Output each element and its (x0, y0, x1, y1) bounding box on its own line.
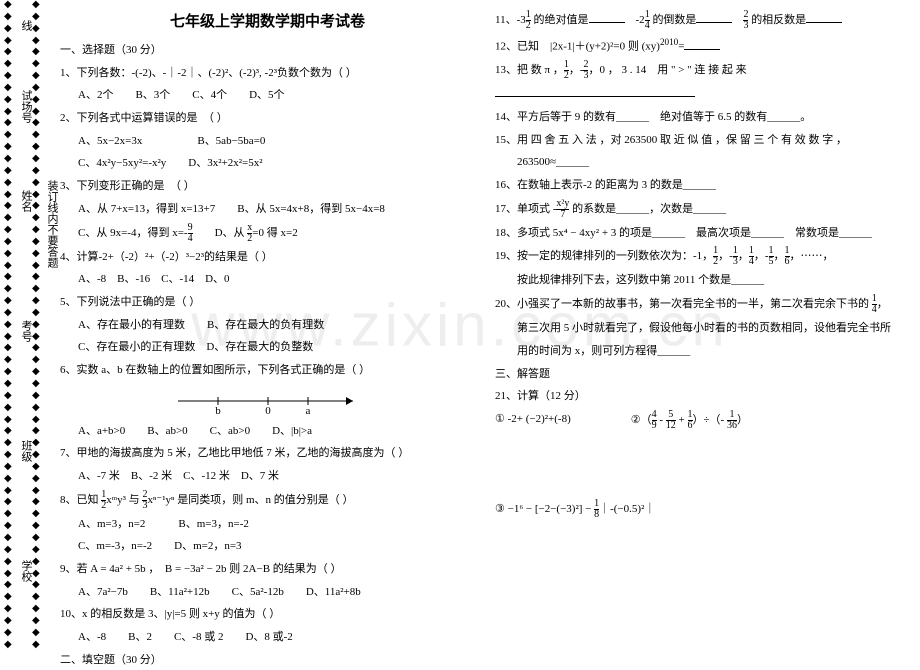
q12: 12、已知 |2x-1|＋(y+2)²=0 则 (xy)2010= (495, 35, 910, 56)
q7-options: A、-7 米 B、-2 米 C、-12 米 D、7 米 (60, 467, 475, 486)
diamond-border-outer: ◆◆◆◆◆◆◆◆◆◆◆◆◆◆◆◆◆◆◆◆◆◆◆◆◆◆◆◆◆◆◆◆◆◆◆◆◆◆◆◆… (4, 0, 16, 650)
section-c-heading: 三、解答题 (495, 365, 910, 384)
q17: 17、单项式 -x²y7 的系数是______，次数是______ (495, 199, 910, 220)
q10-stem: 10、x 的相反数是 3、|y|=5 则 x+y 的值为（ ） (60, 605, 475, 624)
svg-text:b: b (215, 405, 221, 416)
section-b-heading: 二、填空题（30 分） (60, 651, 475, 670)
q4-options: A、-8 B、-16 C、-14 D、0 (60, 270, 475, 289)
work-space (495, 435, 910, 495)
q2-options-a: A、5x−2x=3x B、5ab−5ba=0 (60, 132, 475, 151)
q5-options-b: C、存在最小的正有理数 D、存在最大的负整数 (60, 338, 475, 357)
q2-options-b: C、4x²y−5xy²=-x²y D、3x²+2x²=5x² (60, 154, 475, 173)
left-column: 七年级上学期数学期中考试卷 一、选择题（30 分） 1、下列各数：-(-2)、-… (60, 10, 475, 640)
number-line: b 0 a (60, 384, 475, 418)
q6-options: A、a+b>0 B、ab>0 C、ab>0 D、|b|>a (60, 422, 475, 441)
margin-label-class: 班级 (18, 440, 34, 462)
q21-3: ③ −1⁶ − [−2−(−3)²] − 18｜-(−0.5)²｜ (495, 499, 910, 520)
q8-options-a: A、m=3，n=2 B、m=3，n=-2 (60, 515, 475, 534)
q15a: 15、用 四 舍 五 入 法 ，对 263500 取 近 似 值 ，保 留 三 … (495, 131, 910, 150)
q2-stem: 2、下列各式中运算错误的是 （ ） (60, 109, 475, 128)
q20c: 用的时间为 x，则可列方程得______ (495, 342, 910, 361)
margin-label-room: 试场号 (18, 90, 34, 123)
number-line-svg: b 0 a (168, 386, 368, 416)
q21-heading: 21、计算（12 分） (495, 387, 910, 406)
q6-stem: 6、实数 a、b 在数轴上的位置如图所示，下列各式正确的是（ ） (60, 361, 475, 380)
q3-options-a: A、从 7+x=13，得到 x=13+7 B、从 5x=4x+8，得到 5x−4… (60, 200, 475, 219)
q5-options-a: A、存在最小的有理数 B、存在最大的负有理数 (60, 316, 475, 335)
q5-stem: 5、下列说法中正确的是（ ） (60, 293, 475, 312)
q3-b-post: =0 得 x=2 (252, 227, 297, 239)
q16: 16、在数轴上表示-2 的距离为 3 的数是______ (495, 176, 910, 195)
q13: 13、把 数 π ，12，-23，0 ， 3 . 14 用 " > " 连 接 … (495, 60, 910, 81)
margin-label-examno: 考号 (18, 320, 34, 342)
svg-text:0: 0 (265, 405, 271, 416)
q19b: 按此规律排列下去，这列数中第 2011 个数是______ (495, 271, 910, 290)
exam-title: 七年级上学期数学期中考试卷 (60, 10, 475, 31)
section-a-heading: 一、选择题（30 分） (60, 41, 475, 60)
q11: 11、-312 的绝对值是 -214 的倒数是 23 的相反数是 (495, 10, 910, 31)
q9-stem: 9、若 A = 4a² + 5b ， B = −3a² − 2b 则 2A−B … (60, 560, 475, 579)
margin-label-school: 学校 (18, 560, 34, 582)
q21-2: ②（49 - 512 + 16）÷（- 136） (631, 410, 748, 431)
content-area: 七年级上学期数学期中考试卷 一、选择题（30 分） 1、下列各数：-(-2)、-… (60, 10, 910, 640)
q3-options-b: C、从 9x=-4，得到 x=-94 D、从 x2=0 得 x=2 (60, 223, 475, 244)
q18: 18、多项式 5x⁴ − 4xy² + 3 的项是______ 最高次项是___… (495, 224, 910, 243)
q9-options: A、7a²−7b B、11a²+12b C、5a²-12b D、11a²+8b (60, 583, 475, 602)
right-column: 11、-312 的绝对值是 -214 的倒数是 23 的相反数是 12、已知 |… (495, 10, 910, 640)
binding-margin: ◆◆◆◆◆◆◆◆◆◆◆◆◆◆◆◆◆◆◆◆◆◆◆◆◆◆◆◆◆◆◆◆◆◆◆◆◆◆◆◆… (0, 0, 48, 650)
q8-options-b: C、m=-3，n=-2 D、m=2，n=3 (60, 537, 475, 556)
q3-stem: 3、下列变形正确的是 （ ） (60, 177, 475, 196)
q8-term1: 12 (101, 490, 106, 511)
q8-term2: 23 (142, 490, 147, 511)
svg-text:a: a (305, 405, 310, 416)
q21-row1: ① -2+ (−2)²+(-8) ②（49 - 512 + 16）÷（- 136… (495, 410, 910, 431)
q21-1: ① -2+ (−2)²+(-8) (495, 410, 571, 431)
frac-1-4b: 14 (872, 294, 877, 315)
q13-blank (495, 85, 910, 104)
q3-b-pre: C、从 9x=-4，得到 x=- (78, 227, 188, 239)
q20b: 第三次用 5 小时就看完了，假设他每小时看的书的页数相同，设他看完全书所 (495, 319, 910, 338)
q3-b-mid: D、从 (193, 227, 248, 239)
q4-stem: 4、计算-2+（-2）²+（-2）³−2³的结果是（ ） (60, 248, 475, 267)
q19a: 19、按一定的规律排列的一列数依次为：-1，12，-13，14，-15，16，⋯… (495, 246, 910, 267)
q15b: 263500≈______ (495, 153, 910, 172)
q14: 14、平方后等于 9 的数有______ 绝对值等于 6.5 的数有______… (495, 108, 910, 127)
margin-label-line: 线 (18, 20, 34, 31)
q7-stem: 7、甲地的海拔高度为 5 米，乙地比甲地低 7 米，乙地的海拔高度为（ ） (60, 444, 475, 463)
q1-options: A、2个 B、3个 C、4个 D、5个 (60, 86, 475, 105)
frac-x2y-7: x²y7 (556, 199, 569, 220)
q1-stem: 1、下列各数：-(-2)、-｜-2｜、(-2)²、(-2)³, -2³负数个数为… (60, 64, 475, 83)
q8-stem: 8、已知 12xᵐy³ 与 23xⁿ⁻¹yⁿ 是同类项，则 m、n 的值分别是（… (60, 490, 475, 511)
margin-label-noanswer: 装订线内不要答题 (44, 180, 60, 268)
q10-options: A、-8 B、2 C、-8 或 2 D、8 或-2 (60, 628, 475, 647)
q20a: 20、小强买了一本新的故事书，第一次看完全书的一半，第二次看完余下书的 14， (495, 294, 910, 315)
margin-label-name: 姓名 (18, 190, 34, 212)
